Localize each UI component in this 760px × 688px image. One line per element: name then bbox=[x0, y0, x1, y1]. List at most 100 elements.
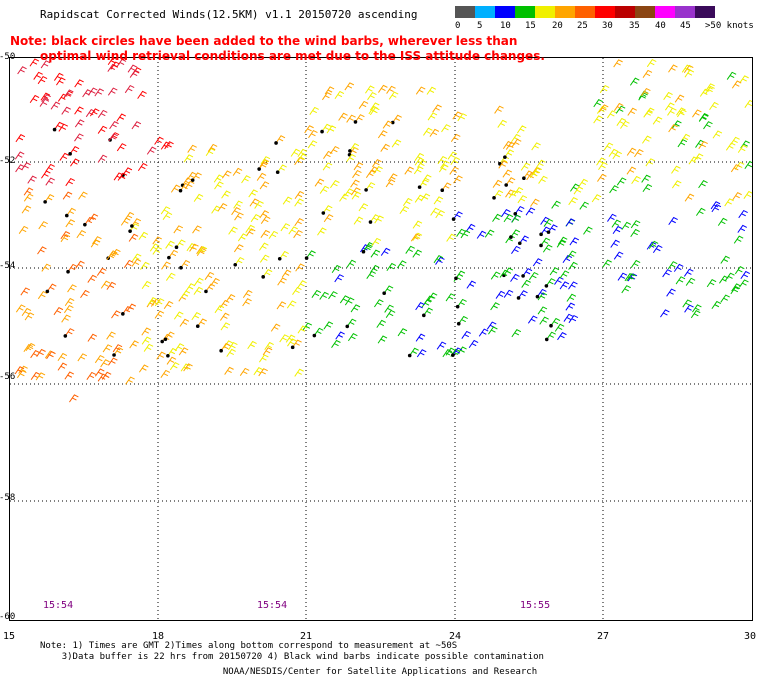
quality-flag-dot bbox=[440, 188, 445, 192]
wind-barb bbox=[621, 285, 631, 294]
wind-barb bbox=[509, 229, 521, 239]
credit-line: NOAA/NESDIS/Center for Satellite Applica… bbox=[222, 667, 538, 677]
wind-barb bbox=[282, 196, 293, 205]
wind-barb bbox=[544, 278, 556, 288]
wind-barb bbox=[39, 98, 50, 107]
wind-barb bbox=[37, 246, 47, 255]
quality-flag-dot bbox=[503, 155, 507, 159]
wind-barb bbox=[309, 106, 319, 115]
colorbar-label: 20 bbox=[552, 21, 563, 31]
wind-barb bbox=[520, 162, 531, 171]
wind-barb bbox=[494, 105, 504, 114]
wind-barb bbox=[412, 232, 423, 241]
wind-barb bbox=[620, 120, 630, 129]
wind-barb bbox=[449, 166, 459, 175]
y-tick-label: -54 bbox=[0, 261, 16, 271]
wind-barb bbox=[451, 211, 463, 221]
wind-barb bbox=[673, 263, 684, 272]
wind-barb bbox=[15, 134, 26, 143]
wind-barb bbox=[65, 177, 75, 187]
wind-barb bbox=[166, 356, 177, 365]
wind-barb bbox=[83, 216, 95, 227]
wind-barb bbox=[302, 322, 313, 331]
quality-flag-dot bbox=[166, 353, 170, 358]
wind-barb bbox=[554, 323, 565, 332]
wind-barb bbox=[441, 124, 451, 133]
wind-barb bbox=[626, 166, 637, 175]
wind-barb bbox=[14, 151, 25, 160]
wind-barb bbox=[682, 299, 692, 308]
wind-barb bbox=[358, 203, 369, 212]
wind-barb bbox=[328, 291, 338, 300]
colorbar-label: 10 bbox=[500, 21, 511, 31]
wind-barb bbox=[711, 204, 722, 213]
quality-flag-dot bbox=[382, 291, 386, 296]
wind-barb bbox=[331, 264, 342, 274]
wind-barb bbox=[688, 156, 699, 165]
quality-flag-dot bbox=[451, 353, 455, 357]
quality-flag-dot bbox=[549, 323, 553, 328]
wind-barb bbox=[221, 190, 231, 199]
wind-barb bbox=[77, 353, 88, 362]
wind-barb bbox=[416, 349, 427, 358]
wind-barb bbox=[234, 212, 244, 221]
wind-barb bbox=[161, 261, 171, 270]
quality-flag-dot bbox=[275, 170, 280, 175]
wind-barb bbox=[429, 128, 440, 137]
wind-barb bbox=[322, 162, 333, 171]
wind-barb bbox=[57, 352, 68, 362]
wind-barb bbox=[457, 346, 467, 355]
colorbar-label: 5 bbox=[477, 21, 483, 31]
colorbar-swatch bbox=[635, 6, 655, 18]
wind-barb bbox=[335, 331, 345, 340]
wind-barb bbox=[344, 188, 354, 197]
wind-barb bbox=[233, 200, 243, 209]
wind-barb bbox=[450, 133, 461, 142]
wind-barb bbox=[384, 304, 394, 313]
wind-barb bbox=[573, 186, 584, 195]
wind-barb bbox=[607, 213, 617, 222]
wind-barb bbox=[116, 143, 127, 152]
y-tick-label: -56 bbox=[0, 372, 16, 382]
wind-barb bbox=[528, 271, 539, 281]
wind-barb bbox=[613, 251, 624, 260]
wind-barb bbox=[111, 248, 121, 258]
wind-barb bbox=[719, 275, 729, 284]
quality-flag-dot bbox=[353, 120, 358, 124]
wind-barb bbox=[167, 249, 179, 260]
wind-barb bbox=[179, 318, 190, 327]
quality-flag-dot bbox=[521, 274, 525, 278]
wind-barb bbox=[311, 289, 322, 298]
wind-barb bbox=[616, 177, 627, 186]
wind-barb bbox=[213, 174, 224, 183]
wind-barb bbox=[374, 215, 384, 224]
wind-barb bbox=[264, 341, 274, 351]
wind-barb bbox=[730, 286, 741, 295]
quality-flag-dot bbox=[290, 345, 295, 350]
wind-barb bbox=[23, 187, 34, 196]
wind-barb bbox=[445, 347, 456, 356]
wind-barb bbox=[390, 114, 402, 125]
wind-barb bbox=[556, 239, 567, 248]
colorbar-swatch bbox=[615, 6, 635, 18]
wind-barb bbox=[67, 284, 77, 293]
wind-barb bbox=[45, 163, 55, 172]
wind-barb bbox=[602, 259, 612, 268]
wind-barb bbox=[583, 226, 593, 235]
wind-barb bbox=[57, 362, 68, 371]
wind-barb bbox=[233, 256, 245, 267]
wind-barb bbox=[178, 182, 190, 193]
wind-barb bbox=[345, 318, 357, 329]
wind-barb bbox=[279, 334, 289, 343]
wind-barb bbox=[36, 348, 46, 357]
wind-barb bbox=[304, 125, 314, 134]
wind-barb bbox=[358, 100, 369, 109]
wind-barb bbox=[228, 341, 238, 351]
wind-barb bbox=[324, 86, 335, 95]
wind-barb bbox=[165, 272, 176, 281]
wind-barb bbox=[344, 297, 355, 306]
quality-flag-dot bbox=[219, 348, 223, 353]
wind-barb bbox=[334, 274, 344, 283]
wind-barb bbox=[17, 66, 27, 75]
wind-barb bbox=[447, 151, 458, 160]
